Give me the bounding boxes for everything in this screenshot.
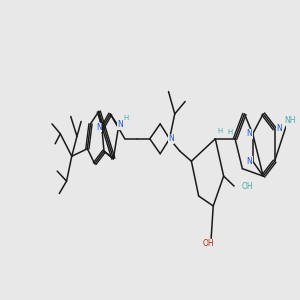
Text: N: N	[247, 129, 252, 138]
Text: NH: NH	[285, 116, 296, 125]
Text: H: H	[123, 116, 128, 122]
Text: N: N	[117, 120, 123, 129]
Text: H: H	[217, 128, 222, 134]
Text: N: N	[247, 157, 252, 166]
Text: N: N	[96, 123, 102, 132]
Text: N: N	[276, 124, 282, 134]
Text: H: H	[227, 129, 232, 135]
Text: OH: OH	[241, 182, 253, 190]
Text: OH: OH	[202, 239, 214, 248]
Text: N: N	[168, 134, 174, 143]
